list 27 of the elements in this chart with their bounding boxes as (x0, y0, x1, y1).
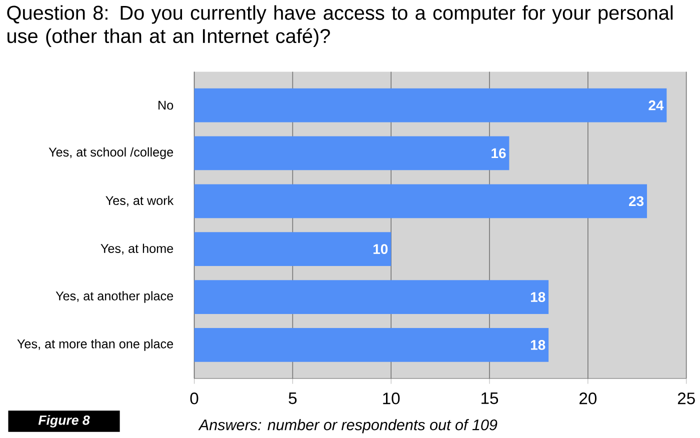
data-label: 18 (530, 292, 546, 302)
bar (194, 328, 549, 362)
y-tick-label: Yes, at home (100, 244, 174, 255)
bar (194, 184, 647, 218)
y-tick-label: No (158, 100, 174, 110)
data-label: 18 (530, 340, 546, 350)
x-tick-label: 10 (383, 392, 400, 404)
data-label: 16 (492, 148, 506, 158)
data-label: 24 (648, 100, 664, 110)
bar (194, 232, 392, 266)
x-tick-label: 15 (482, 392, 498, 404)
data-label: 23 (629, 196, 644, 206)
bar (194, 136, 510, 170)
x-tick-label: 0 (190, 392, 198, 404)
x-tick-label: 20 (580, 392, 596, 404)
x-tick-label: 5 (288, 392, 297, 404)
x-tick-label: 25 (678, 392, 695, 404)
caption: Figure 8 (38, 415, 90, 428)
chart-title: Question 8: Do you currently have access to a computer for your personal use (other than at an Internet café)? (7, 5, 673, 48)
y-tick-label: Yes, at more than one place (17, 339, 174, 351)
x-axis-title: Answers: number or respondents out of 109 (198, 419, 498, 434)
y-tick-label: Yes, at school /college (48, 147, 174, 160)
y-tick-label: Yes, at work (106, 196, 174, 207)
bar (194, 88, 667, 122)
bar (194, 280, 549, 314)
y-tick-label: Yes, at another place (56, 291, 174, 304)
data-label: 10 (374, 244, 388, 254)
